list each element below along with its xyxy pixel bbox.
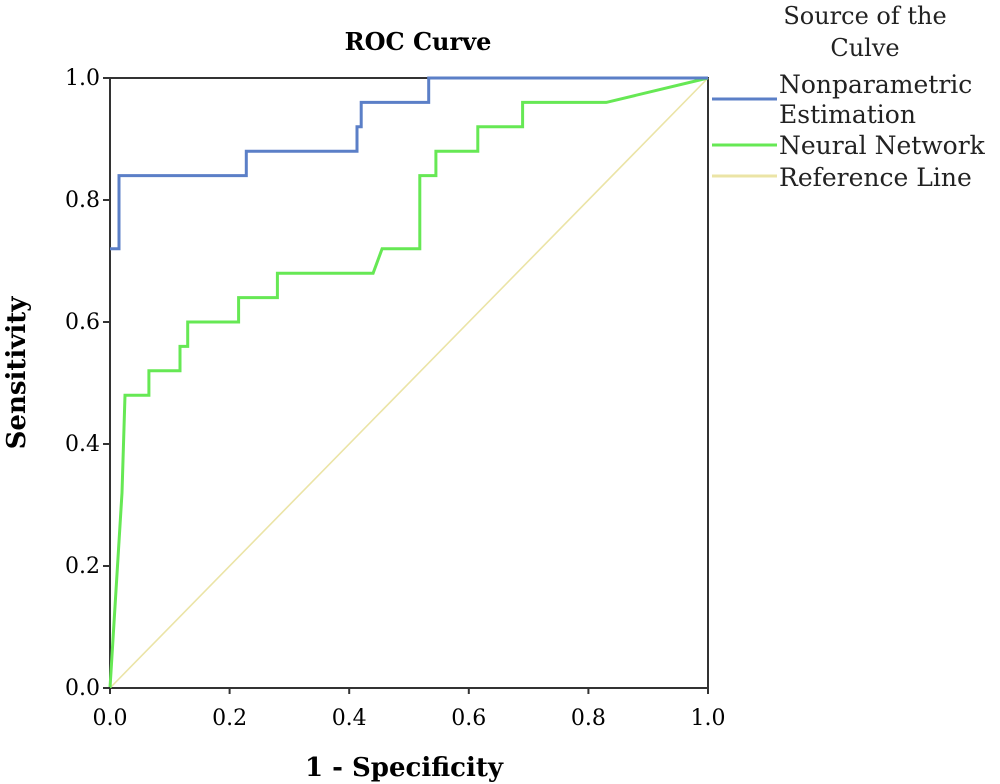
series-layer xyxy=(108,76,709,689)
x-tick-label: 0.0 xyxy=(93,706,128,731)
x-tick-label: 0.6 xyxy=(451,706,486,731)
y-tick-label: 0.6 xyxy=(65,310,100,335)
plot-area xyxy=(109,77,709,689)
legend-label-nonparametric-line-2: Estimation xyxy=(779,100,916,129)
y-tick-label: 0.2 xyxy=(65,554,100,579)
y-tick-label: 1.0 xyxy=(65,66,100,91)
y-tick-label: 0.8 xyxy=(65,188,100,213)
y-axis-label: Sensitivity xyxy=(2,296,32,450)
legend: Source of the Culve Nonparametric Estima… xyxy=(712,2,986,192)
y-tick-label: 0.4 xyxy=(65,432,100,457)
x-tick-label: 0.2 xyxy=(212,706,247,731)
chart-title: ROC Curve xyxy=(345,27,492,56)
legend-label-nonparametric-line-1: Nonparametric xyxy=(779,70,972,99)
series-line-nonparametric-estimation xyxy=(110,76,708,251)
legend-title-line-2: Culve xyxy=(830,34,899,62)
series-line-reference-line xyxy=(109,77,709,689)
series-line-neural-network xyxy=(108,76,709,689)
legend-label-reference-line: Reference Line xyxy=(779,163,972,192)
y-tick-label: 0.0 xyxy=(65,676,100,701)
x-tick-label: 0.8 xyxy=(571,706,606,731)
legend-label-neural-network: Neural Network xyxy=(779,131,986,160)
tick-layer: 0.0 0.2 0.4 0.6 0.8 1.0 0.0 0.2 0.4 0.6 0.8 1.0 xyxy=(65,66,726,731)
x-tick-label: 0.4 xyxy=(332,706,367,731)
x-axis-label: 1 - Specificity xyxy=(305,753,504,783)
legend-title-line-1: Source of the xyxy=(783,2,946,30)
x-tick-label: 1.0 xyxy=(691,706,726,731)
